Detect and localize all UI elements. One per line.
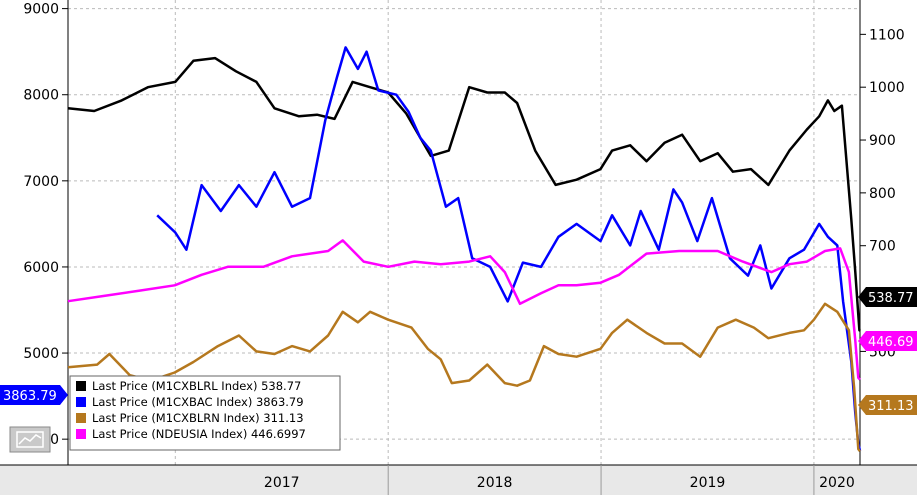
x-axis-year-labels: 2017 2018 2019 2020 bbox=[264, 465, 855, 495]
price-tag-brown: 311.13 bbox=[858, 395, 917, 415]
series-line-ndeusia-index bbox=[67, 239, 861, 381]
grid-lines bbox=[68, 0, 860, 465]
left-tick-label: 6000 bbox=[23, 260, 59, 276]
left-y-axis: 900080007000600050004000 bbox=[23, 2, 68, 448]
legend-label: Last Price (NDEUSIA Index) 446.6997 bbox=[92, 427, 306, 441]
series-line-m1cxblrl-index bbox=[67, 56, 861, 332]
price-tag-black: 538.77 bbox=[858, 287, 917, 307]
right-tick-label: 700 bbox=[869, 239, 896, 255]
legend-label: Last Price (M1CXBAC Index) 3863.79 bbox=[92, 395, 304, 409]
right-tick-label: 1000 bbox=[869, 80, 905, 96]
price-tag-blue-shape bbox=[0, 385, 68, 405]
price-tag-black-text: 538.77 bbox=[868, 291, 914, 306]
right-tick-label: 1100 bbox=[869, 27, 905, 43]
legend-swatch bbox=[76, 397, 86, 407]
x-axis-bar: 2017 2018 2019 2020 bbox=[0, 464, 917, 495]
price-tag-magenta-text: 446.69 bbox=[868, 335, 914, 350]
left-tick-label: 8000 bbox=[23, 88, 59, 104]
right-tick-label: 800 bbox=[869, 186, 896, 202]
x-year-label: 2018 bbox=[477, 475, 513, 491]
x-year-label: 2017 bbox=[264, 475, 300, 491]
legend-swatch bbox=[76, 413, 86, 423]
right-y-axis: 11001000900800700600500400 bbox=[860, 27, 905, 413]
legend-box bbox=[69, 375, 341, 451]
legend-label: Last Price (M1CXBLRL Index) 538.77 bbox=[92, 379, 301, 393]
series-line-m1cxblrn-index bbox=[67, 302, 861, 452]
price-tag-blue-text: 3863.79 bbox=[3, 389, 57, 404]
x-axis-background bbox=[0, 465, 917, 495]
legend-swatch bbox=[76, 381, 86, 391]
left-tick-label: 5000 bbox=[23, 346, 59, 362]
left-tick-label: 7000 bbox=[23, 174, 59, 190]
price-tag-black-shape bbox=[858, 287, 917, 307]
price-tag-brown-shape bbox=[858, 395, 917, 415]
price-tag-magenta: 446.69 bbox=[858, 331, 917, 351]
chart-type-button-bg[interactable] bbox=[9, 426, 51, 453]
x-year-label: 2020 bbox=[819, 475, 855, 491]
price-tag-brown-text: 311.13 bbox=[868, 399, 914, 414]
legend: Last Price (M1CXBLRL Index) 538.77 Last P… bbox=[69, 375, 341, 451]
right-tick-label: 900 bbox=[869, 133, 896, 149]
left-tick-label: 9000 bbox=[23, 2, 59, 18]
x-year-label: 2019 bbox=[690, 475, 726, 491]
price-tag-magenta-shape bbox=[858, 331, 917, 351]
legend-label: Last Price (M1CXBLRN Index) 311.13 bbox=[92, 411, 304, 425]
series-line-m1cxbac-index bbox=[156, 46, 862, 452]
legend-swatch bbox=[76, 429, 86, 439]
chart-type-button[interactable] bbox=[9, 426, 51, 453]
series-layer bbox=[67, 46, 862, 452]
legend-entries: Last Price (M1CXBLRL Index) 538.77 Last P… bbox=[76, 379, 306, 441]
line-chart-icon[interactable] bbox=[16, 431, 44, 448]
price-tag-blue: 3863.79 bbox=[0, 385, 68, 405]
